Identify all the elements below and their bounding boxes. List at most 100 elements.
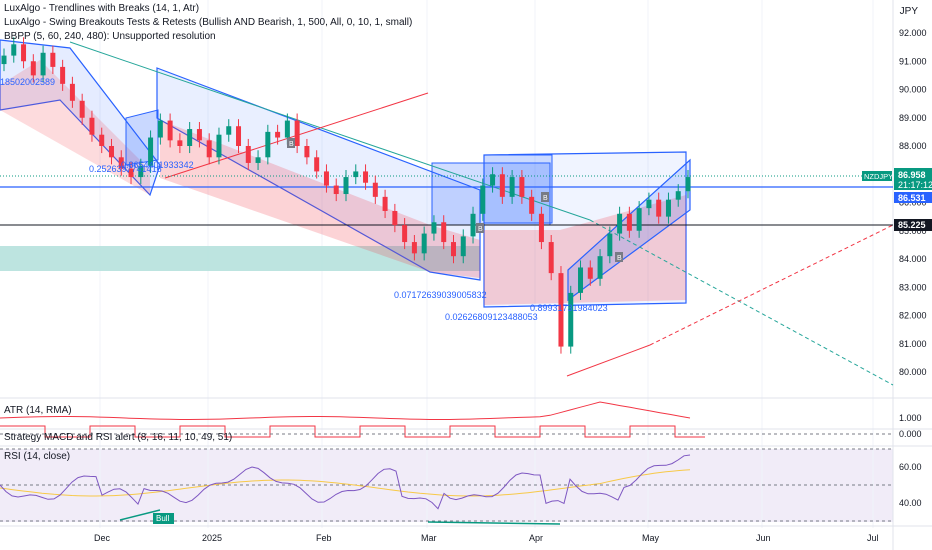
price-tick: 89.000 — [899, 113, 927, 123]
rsi-tick-60: 60.00 — [899, 462, 922, 472]
price-tick: 82.000 — [899, 311, 927, 321]
last-price-label: 86.958 — [898, 170, 926, 180]
candle-body — [353, 171, 359, 178]
candle-body — [597, 256, 603, 279]
candle-body — [245, 146, 251, 163]
candle-body — [509, 177, 515, 197]
legend-swing-breakouts[interactable]: LuxAlgo - Swing Breakouts Tests & Retest… — [4, 17, 413, 28]
candle-body — [587, 267, 593, 279]
time-tick: Apr — [529, 533, 543, 543]
annotation-5: 0.02626809123488053 — [445, 312, 538, 322]
candle-body — [323, 171, 329, 186]
channel-main — [156, 67, 481, 281]
candle-body — [607, 233, 613, 257]
trendline-red-up — [566, 344, 651, 377]
candle-body — [118, 157, 124, 169]
candle-body — [372, 182, 378, 197]
candle-body — [216, 134, 222, 158]
candle-body — [617, 213, 623, 234]
candle-body — [665, 199, 671, 217]
level-black-tag — [894, 219, 932, 231]
level-blue-tag — [894, 192, 932, 203]
atr-title[interactable]: ATR (14, RMA) — [4, 405, 72, 416]
candle-body — [450, 242, 456, 257]
candle-body — [21, 44, 27, 62]
demand-zone — [0, 246, 480, 271]
macd-title[interactable]: Strategy MACD and RSI alert (8, 16, 11, … — [4, 432, 233, 443]
price-tick: 90.000 — [899, 85, 927, 95]
svg-text:B: B — [478, 226, 483, 233]
candle-body — [11, 44, 17, 56]
svg-text:B: B — [289, 141, 294, 148]
last-price-tag — [894, 168, 932, 190]
candle-body — [284, 120, 290, 138]
rsi-line — [0, 454, 691, 510]
currency-unit: JPY — [899, 6, 918, 17]
candle-body — [460, 236, 466, 257]
rsi-title[interactable]: RSI (14, close) — [4, 451, 71, 462]
legend-bbpp[interactable]: BBPP (5, 60, 240, 480): Unsupported reso… — [4, 31, 216, 42]
price-tick: 91.000 — [899, 56, 927, 66]
candle-body — [519, 177, 525, 197]
rising-box — [483, 151, 687, 308]
annotation-6: 0.89931731984023 — [530, 303, 608, 313]
candle-body — [431, 222, 437, 234]
legend-trendlines[interactable]: LuxAlgo - Trendlines with Breaks (14, 1,… — [4, 3, 200, 14]
candle-body — [294, 120, 300, 146]
candle-body — [89, 117, 95, 135]
candle-body — [108, 146, 114, 158]
candle-body — [548, 242, 554, 274]
candle-body — [402, 225, 408, 243]
countdown-label: 21:17:12 — [898, 180, 932, 190]
candles — [1, 37, 691, 354]
candle-body — [441, 222, 447, 243]
candle-body — [490, 174, 496, 186]
rsi-ma-line — [0, 469, 691, 497]
candle-body — [636, 208, 642, 231]
range-box-2 — [483, 154, 553, 224]
candle-body — [99, 134, 105, 146]
candle-body — [411, 242, 417, 254]
candle-body — [480, 185, 486, 214]
candle-body — [128, 168, 134, 178]
candle-body — [236, 126, 242, 146]
bull-badge — [153, 513, 174, 524]
candle-body — [578, 267, 584, 293]
rsi-tick-40: 40.00 — [899, 498, 922, 508]
channel-left-red — [0, 60, 150, 195]
macd-signal-line — [0, 425, 705, 438]
candle-body — [148, 137, 154, 166]
candle-body — [275, 131, 281, 138]
time-tick: Jun — [756, 533, 771, 543]
candle-body — [196, 129, 202, 141]
candle-body — [265, 131, 271, 158]
candle-body — [157, 120, 163, 138]
atr-tick-0: 0.000 — [899, 429, 922, 439]
time-axis[interactable]: Dec 2025 Feb Mar Apr May Jun Jul — [94, 533, 879, 543]
price-tick: 84.000 — [899, 254, 927, 264]
candle-body — [187, 129, 193, 146]
candle-body — [392, 210, 398, 226]
svg-text:B: B — [543, 195, 548, 202]
box-dec — [125, 109, 159, 166]
candle-body — [685, 177, 691, 192]
time-tick: Dec — [94, 533, 111, 543]
time-tick: May — [642, 533, 660, 543]
price-tick: 88.000 — [899, 141, 927, 151]
price-tick: 83.000 — [899, 282, 927, 292]
candle-body — [333, 185, 339, 195]
level-black-label: 85.225 — [898, 220, 926, 230]
b-markers: B B B B — [287, 138, 623, 262]
candle-body — [314, 157, 320, 172]
candle-body — [382, 196, 388, 211]
annotation-3: 0.8654401933342 — [121, 160, 194, 170]
time-tick: Mar — [421, 533, 437, 543]
svg-text:B: B — [617, 255, 622, 262]
annotation-4: 0.07172639039005832 — [394, 290, 487, 300]
candle-body — [40, 52, 46, 76]
candle-body — [421, 233, 427, 254]
candle-body — [343, 177, 349, 195]
candle-body — [646, 199, 652, 209]
time-tick: Feb — [316, 533, 332, 543]
